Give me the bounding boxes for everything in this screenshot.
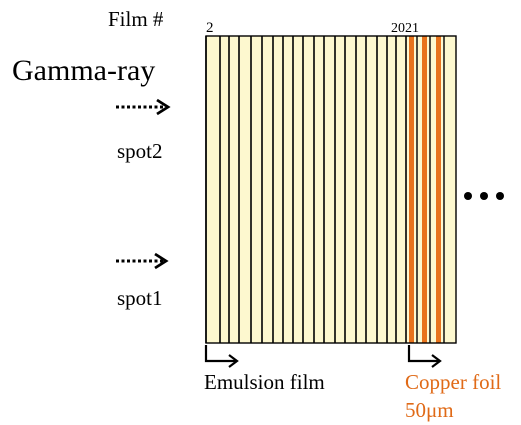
film-number-header: Film # (108, 7, 164, 31)
arrow-head (154, 252, 169, 270)
copper-foil-label: Copper foil (405, 370, 501, 394)
gamma-ray-arrow-lower (116, 252, 169, 270)
corner-right-arrow-icon (204, 345, 236, 363)
ellipsis-dot (496, 192, 504, 200)
corner-right-arrow-icon (407, 345, 439, 363)
copper-foil-layer (409, 36, 414, 343)
film-stack-border (205, 35, 457, 344)
emulsion-film-label: Emulsion film (204, 370, 325, 394)
gamma-ray-label: Gamma-ray (12, 54, 155, 87)
ellipsis-icon (464, 192, 504, 200)
spot1-label: spot1 (117, 286, 163, 310)
copper-thickness-label: 50μm (405, 398, 454, 422)
ellipsis-dot (464, 192, 472, 200)
copper-foil-layer (422, 36, 427, 343)
arrow-head (431, 354, 442, 368)
film-number-first: 2 (206, 20, 214, 36)
gamma-ray-arrow-upper (116, 98, 171, 116)
arrow-head (228, 354, 239, 368)
emulsion-pointer (204, 345, 239, 368)
film-stack-fill (206, 36, 456, 343)
copper-pointer (407, 345, 442, 368)
film-number-last: 2021 (391, 21, 419, 36)
spot2-label: spot2 (117, 139, 163, 163)
film-stack (205, 35, 457, 344)
ellipsis-dot (480, 192, 488, 200)
arrow-head (156, 98, 171, 116)
copper-foil-layer (436, 36, 441, 343)
